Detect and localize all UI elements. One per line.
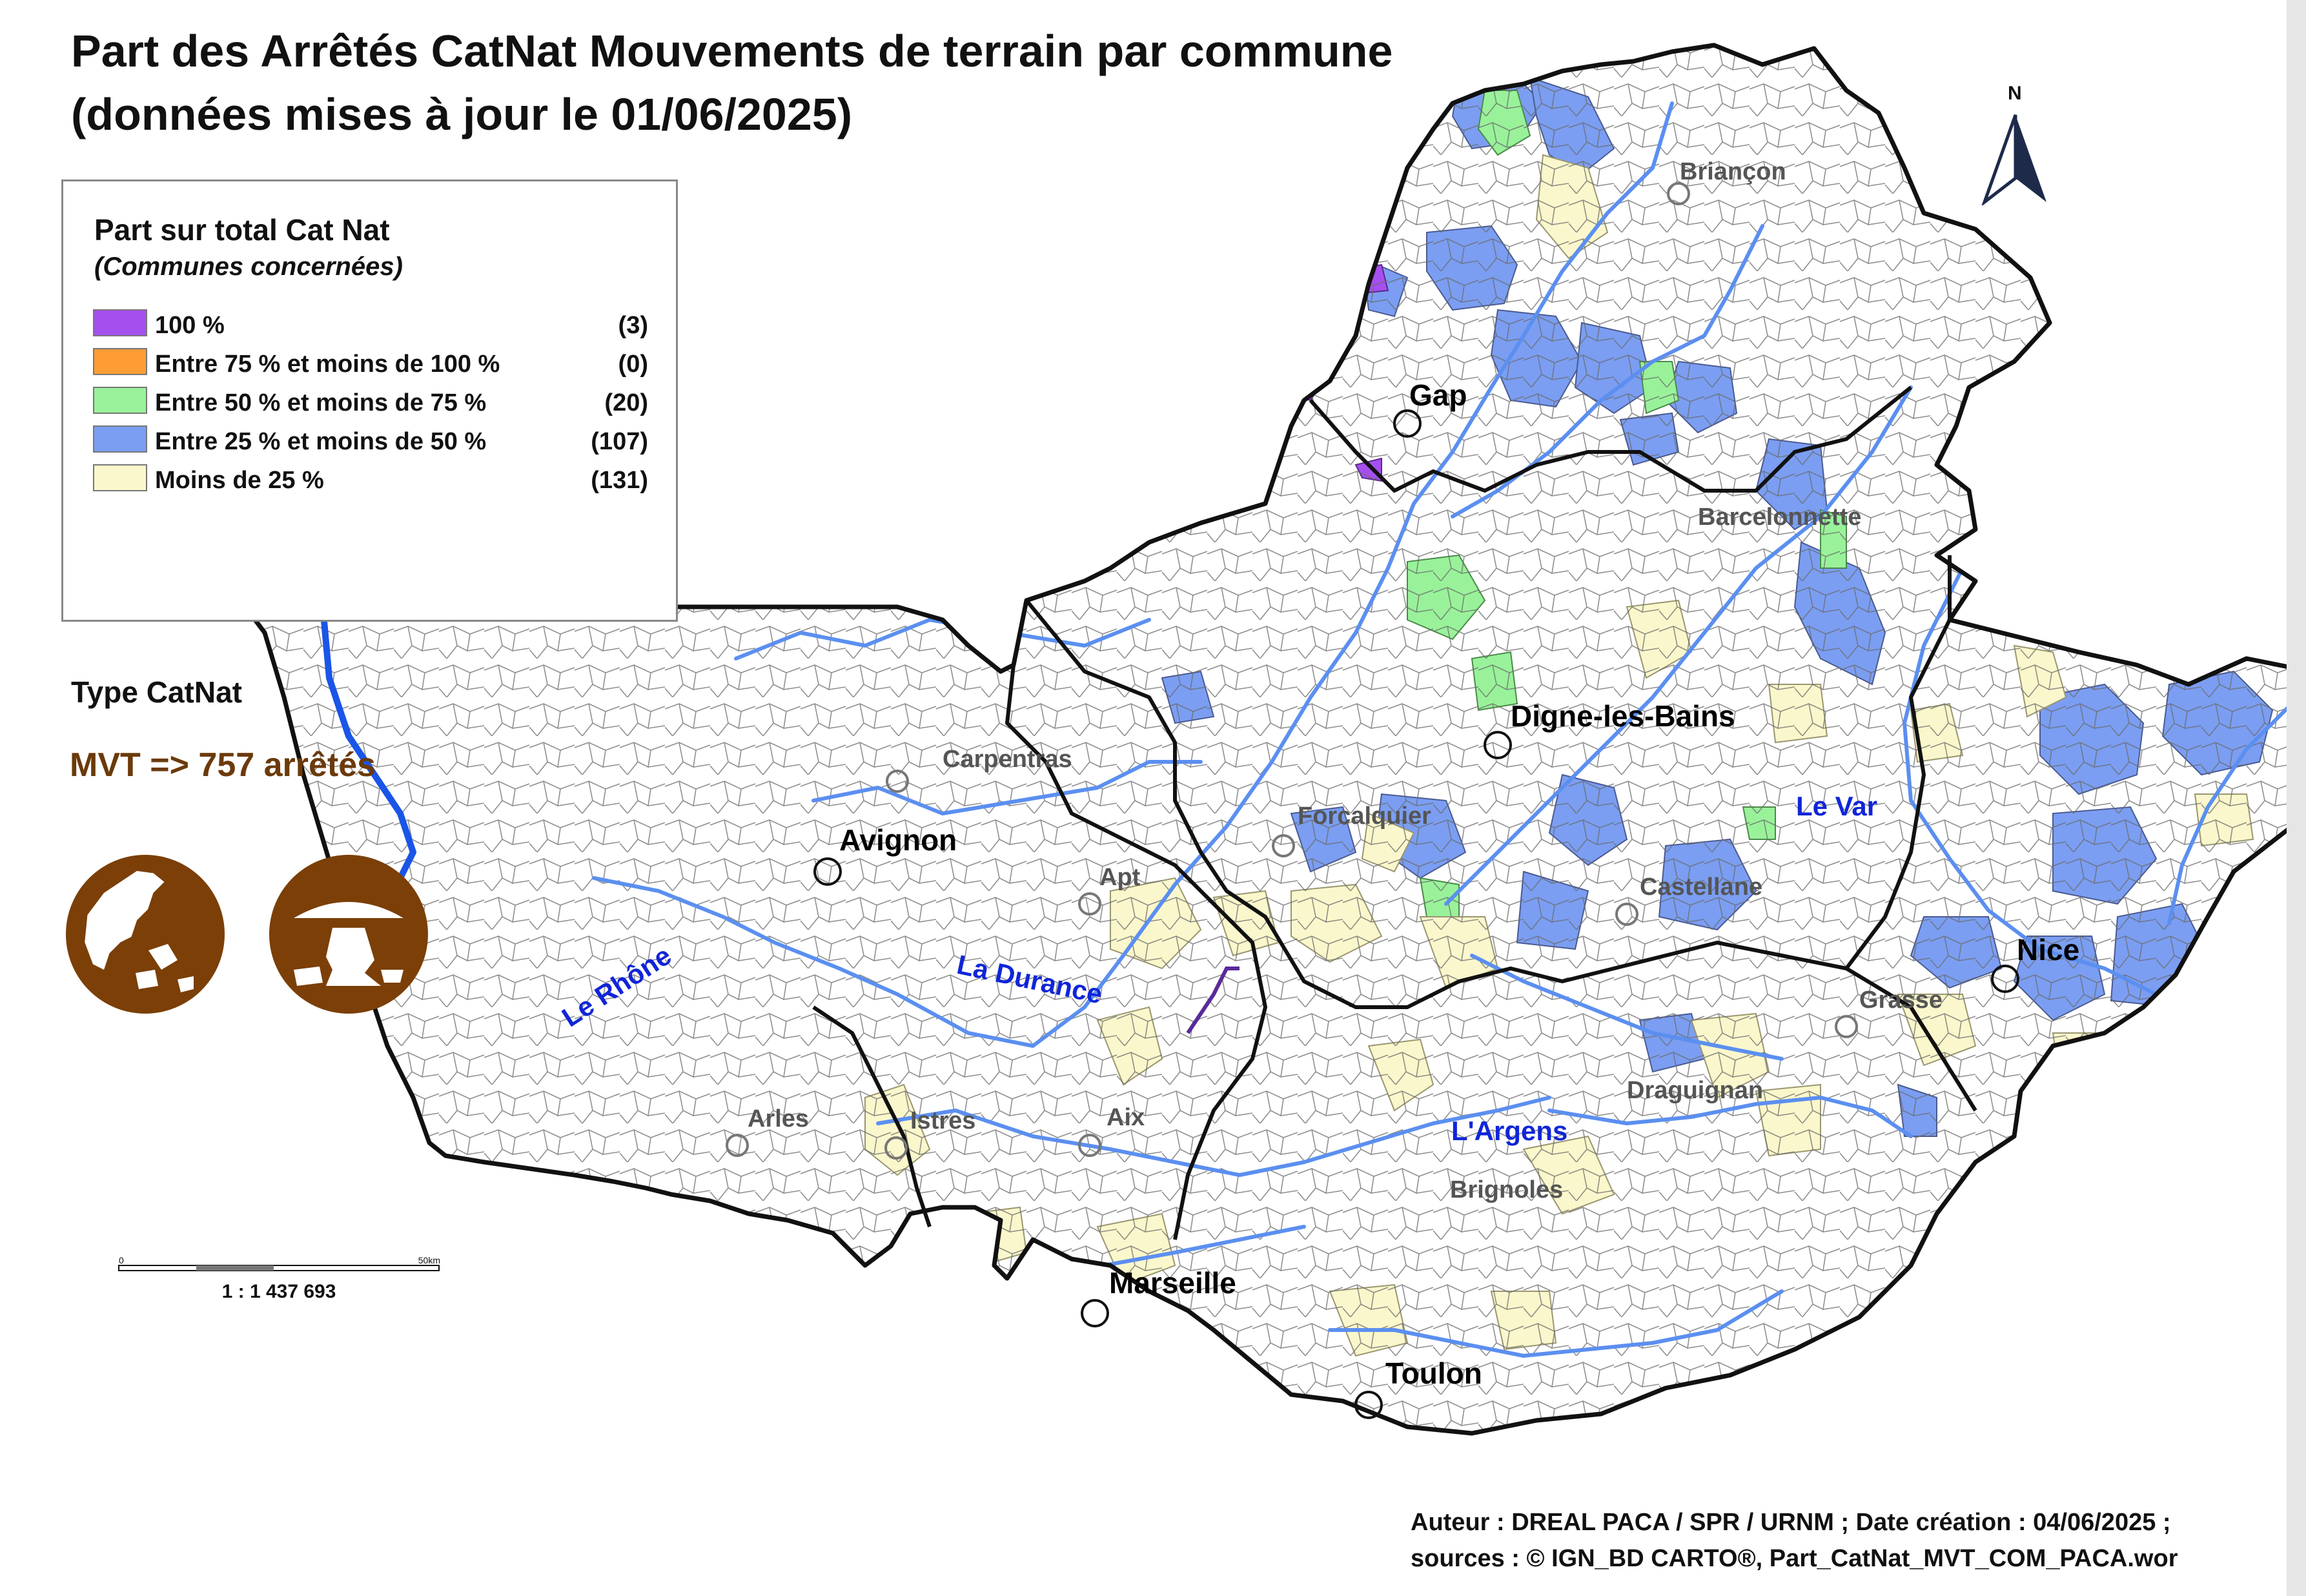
city-label-briancon: Briançon bbox=[1680, 158, 1786, 185]
river-label-var: Le Var bbox=[1796, 791, 1878, 821]
city-label-grasse: Grasse bbox=[1859, 987, 1943, 1014]
cliff-collapse-icon bbox=[269, 855, 428, 1014]
city-label-avignon: Avignon bbox=[839, 823, 957, 857]
city-label-barcelonnette: Barcelonnette bbox=[1698, 504, 1862, 531]
city-label-marseille: Marseille bbox=[1109, 1266, 1236, 1300]
legend-item-label: Moins de 25 % bbox=[155, 467, 324, 494]
legend-swatch bbox=[93, 309, 147, 336]
city-label-draguignan: Draguignan bbox=[1627, 1077, 1764, 1104]
legend-item-label: Entre 75 % et moins de 100 % bbox=[155, 351, 500, 378]
catnat-type-heading: Type CatNat bbox=[71, 675, 242, 709]
city-label-toulon: Toulon bbox=[1385, 1356, 1482, 1390]
legend-swatch bbox=[93, 387, 147, 414]
city-label-castellane: Castellane bbox=[1640, 874, 1763, 901]
title-line-1: Part des Arrêtés CatNat Mouvements de te… bbox=[71, 26, 1393, 76]
map-title: Part des Arrêtés CatNat Mouvements de te… bbox=[71, 19, 1491, 146]
landslide-icon bbox=[66, 855, 225, 1014]
legend-item-count: (20) bbox=[604, 389, 648, 416]
legend-box: Part sur total Cat Nat (Communes concern… bbox=[61, 179, 678, 622]
north-arrow-icon bbox=[1981, 114, 2046, 205]
credits-author-line: Auteur : DREAL PACA / SPR / URNM ; Date … bbox=[1411, 1509, 2171, 1536]
legend-title: Part sur total Cat Nat bbox=[94, 213, 390, 247]
catnat-type-summary: MVT => 757 arrêtés bbox=[70, 746, 376, 784]
north-arrow: N bbox=[1977, 83, 2054, 205]
legend-item-count: (131) bbox=[591, 467, 648, 494]
legend-item-75-100: Entre 75 % et moins de 100 % (0) bbox=[93, 348, 648, 380]
legend-swatch bbox=[93, 425, 147, 453]
city-label-digne-les-bains: Digne-les-Bains bbox=[1511, 699, 1735, 733]
scale-label: 1 : 1 437 693 bbox=[221, 1281, 336, 1302]
city-label-brignoles: Brignoles bbox=[1450, 1176, 1564, 1203]
city-label-apt: Apt bbox=[1099, 864, 1141, 891]
legend-swatch bbox=[93, 348, 147, 375]
scale-tick-start: 0 bbox=[119, 1255, 124, 1265]
city-label-gap: Gap bbox=[1409, 378, 1467, 412]
legend-item-25-50: Entre 25 % et moins de 50 % (107) bbox=[93, 425, 648, 458]
window-edge-bar bbox=[2287, 0, 2306, 1596]
credits-sources-line: sources : © IGN_BD CARTO®, Part_CatNat_M… bbox=[1411, 1545, 2178, 1572]
north-letter: N bbox=[2008, 83, 2022, 104]
credits: Auteur : DREAL PACA / SPR / URNM ; Date … bbox=[1411, 1504, 2178, 1577]
legend-item-100: 100 % (3) bbox=[93, 309, 648, 342]
legend-item-count: (0) bbox=[618, 351, 648, 378]
scale-tick-end: 50km bbox=[418, 1255, 440, 1265]
legend-subtitle: (Communes concernées) bbox=[94, 252, 403, 281]
city-label-forcalquier: Forcalquier bbox=[1298, 803, 1431, 830]
legend-item-label: Entre 25 % et moins de 50 % bbox=[155, 428, 487, 455]
city-label-arles: Arles bbox=[748, 1105, 810, 1132]
legend-item-count: (107) bbox=[591, 428, 648, 455]
legend-item-under-25: Moins de 25 % (131) bbox=[93, 464, 648, 496]
scale-bar: 0 50km 1 : 1 437 693 bbox=[117, 1255, 440, 1303]
city-label-nice: Nice bbox=[2017, 933, 2080, 967]
legend-item-label: 100 % bbox=[155, 312, 225, 339]
river-label-argens: L'Argens bbox=[1451, 1116, 1568, 1146]
legend-item-count: (3) bbox=[618, 312, 648, 339]
city-label-carpentras: Carpentras bbox=[943, 746, 1072, 773]
title-line-2: (données mises à jour le 01/06/2025) bbox=[71, 89, 853, 139]
city-label-aix: Aix bbox=[1107, 1104, 1145, 1131]
legend-item-label: Entre 50 % et moins de 75 % bbox=[155, 389, 487, 416]
legend-swatch bbox=[93, 464, 147, 491]
city-label-istres: Istres bbox=[910, 1107, 976, 1134]
legend-item-50-75: Entre 50 % et moins de 75 % (20) bbox=[93, 387, 648, 419]
